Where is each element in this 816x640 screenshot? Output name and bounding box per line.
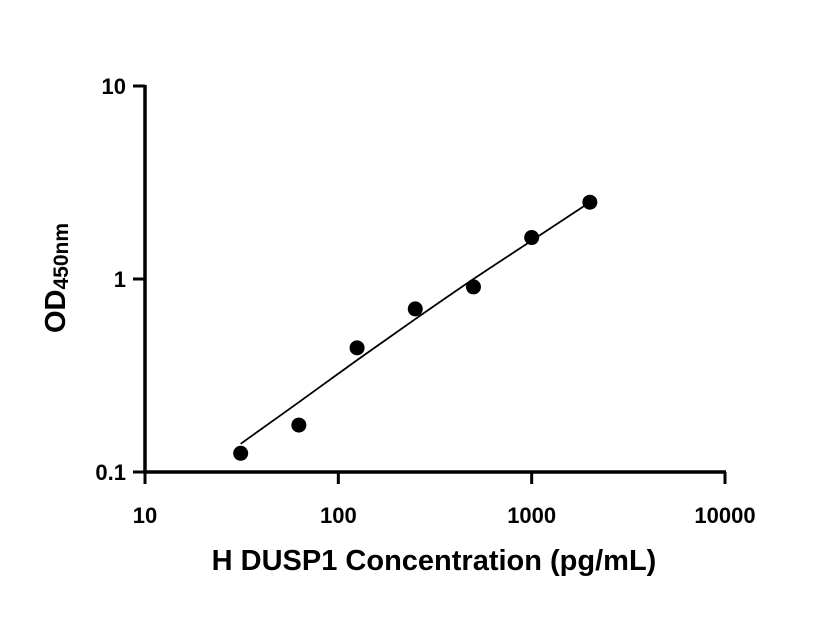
y-tick-label: 0.1 xyxy=(95,460,126,485)
x-tick-label: 10 xyxy=(133,503,157,528)
y-ticks xyxy=(133,84,145,474)
x-tick-label: 100 xyxy=(320,503,357,528)
y-axis-title-subscript: 450nm xyxy=(50,223,73,290)
y-tick-label: 1 xyxy=(114,267,126,292)
data-point xyxy=(233,445,249,461)
y-tick-label: 10 xyxy=(102,74,126,99)
x-axis-title: H DUSP1 Concentration (pg/mL) xyxy=(212,545,657,577)
data-point xyxy=(349,340,365,356)
data-point xyxy=(465,279,481,295)
y-tick-labels: 0.1 1 10 xyxy=(95,74,126,485)
x-tick-label: 1000 xyxy=(507,503,556,528)
data-point xyxy=(582,194,598,210)
data-points xyxy=(233,194,598,461)
y-axis-title: OD450nm xyxy=(40,223,73,333)
data-point xyxy=(407,301,423,317)
y-axis-title-main: OD xyxy=(40,290,72,334)
x-ticks xyxy=(143,472,727,484)
data-point xyxy=(524,230,540,246)
axes xyxy=(143,85,726,474)
x-tick-label: 10000 xyxy=(694,503,755,528)
data-point xyxy=(291,417,307,433)
x-tick-labels: 10 100 1000 10000 xyxy=(133,503,756,528)
